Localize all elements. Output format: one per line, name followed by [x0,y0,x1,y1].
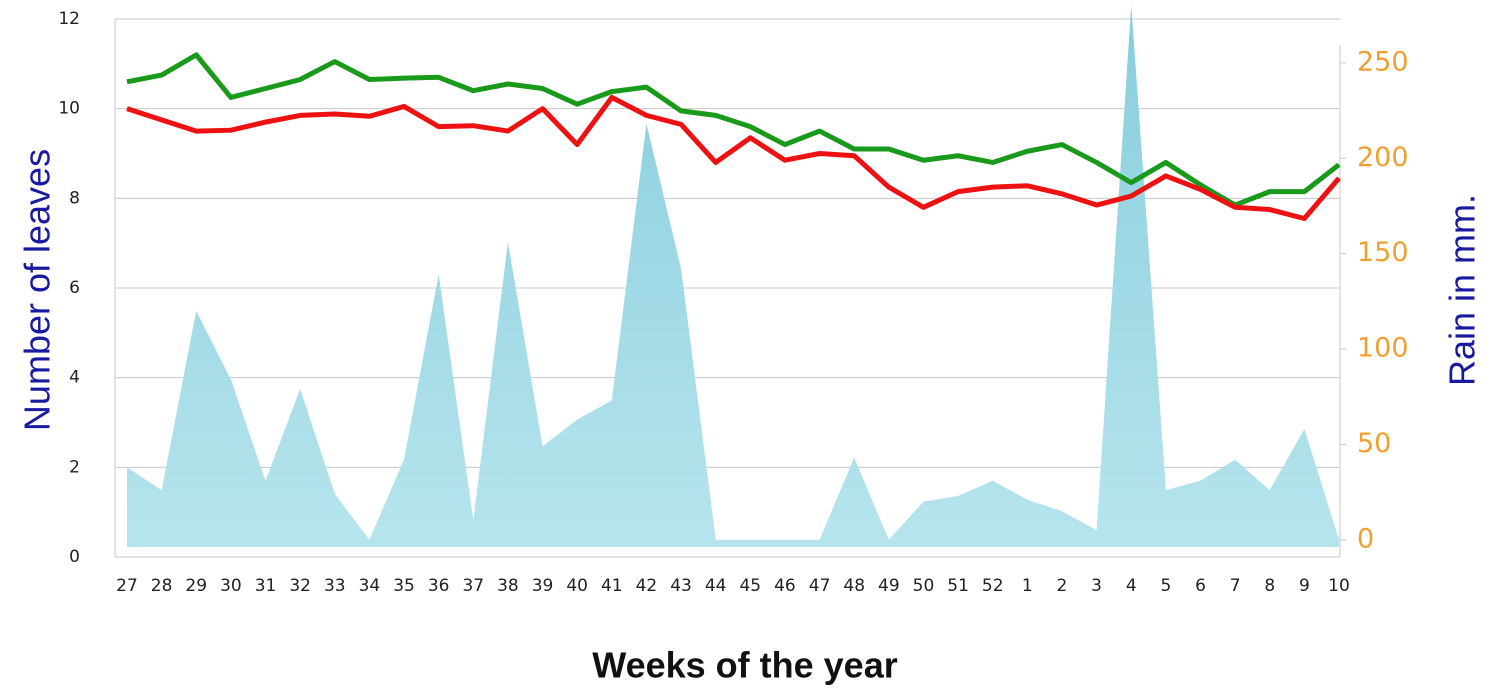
x-tick-label: 8 [1264,576,1275,596]
y-tick-label: 6 [69,278,80,298]
y-tick-label: 8 [69,188,80,208]
x-tick-label: 51 [947,576,969,596]
x-tick-label: 34 [359,576,381,596]
y-tick-label: 12 [58,9,80,29]
y2-axis-title: Rain in mm. [1442,194,1483,386]
x-tick-label: 27 [116,576,138,596]
x-tick-label: 43 [670,576,692,596]
leaves-line [126,94,1341,222]
y2-tick-label: 250 [1357,46,1409,77]
x-tick-label: 7 [1230,576,1241,596]
x-tick-label: 6 [1195,576,1206,596]
x-tick-label: 5 [1160,576,1171,596]
x-tick-label: 39 [532,576,554,596]
x-tick-label: 28 [151,576,173,596]
y-tick-label: 2 [69,457,80,477]
x-tick-label: 2 [1057,576,1068,596]
x-tick-label: 38 [497,576,519,596]
x-tick-label: 35 [393,576,415,596]
x-tick-label: 10 [1328,576,1350,596]
y-tick-label: 4 [69,368,80,388]
x-tick-label: 46 [774,576,796,596]
x-tick-label: 50 [913,576,935,596]
y2-tick-label: 0 [1357,523,1374,554]
x-tick-label: 1 [1022,576,1033,596]
x-tick-label: 33 [324,576,346,596]
x-tick-label: 3 [1091,576,1102,596]
y2-tick-label: 100 [1357,333,1409,364]
x-axis-title: Weeks of the year [592,645,897,686]
x-tick-label: 30 [220,576,242,596]
x-tick-label: 48 [843,576,865,596]
rain-area-shade [127,5,1339,547]
x-tick-label: 47 [809,576,831,596]
x-tick-label: 40 [566,576,588,596]
x-tick-label: 36 [428,576,450,596]
y2-tick-label: 50 [1357,428,1391,459]
y-tick-label: 0 [69,547,80,567]
leaves-line [126,52,1341,208]
x-tick-label: 32 [289,576,311,596]
y2-tick-label: 150 [1357,237,1409,268]
x-tick-label: 29 [185,576,207,596]
x-tick-label: 41 [601,576,623,596]
x-tick-label: 44 [705,576,727,596]
x-tick-label: 49 [878,576,900,596]
x-tick-label: 45 [739,576,761,596]
y-tick-label: 10 [58,99,80,119]
x-tick-label: 37 [462,576,484,596]
y-axis-title: Number of leaves [17,149,58,431]
x-tick-label: 4 [1126,576,1137,596]
x-tick-label: 42 [636,576,658,596]
x-tick-label: 31 [255,576,277,596]
y2-tick-label: 200 [1357,142,1409,173]
x-tick-label: 52 [982,576,1004,596]
x-tick-label: 9 [1299,576,1310,596]
